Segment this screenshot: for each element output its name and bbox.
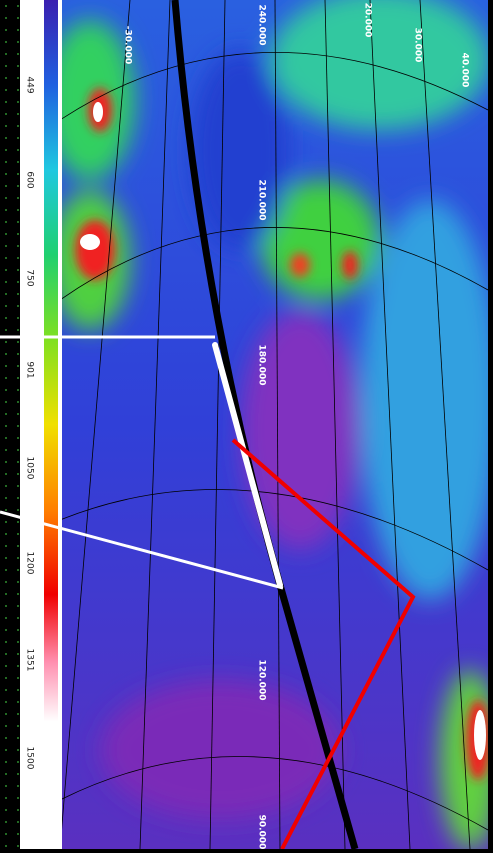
dec-label: 40.000 (460, 53, 470, 88)
ra-label: 210.000 (257, 180, 267, 221)
page: 449 600 750 901 1050 1200 1351 1500 240.… (0, 0, 493, 849)
colorbar-tick-label: 449 (25, 76, 35, 93)
ra-label: 180.000 (257, 345, 267, 386)
ra-label: 240.000 (257, 5, 267, 46)
colorbar-tick-label: 750 (25, 269, 35, 286)
colorbar-tick-label: 1351 (25, 649, 35, 672)
dec-label: 30.000 (413, 28, 423, 63)
colorbar-tick-label: 600 (25, 171, 35, 188)
dec-label: 20.000 (363, 3, 373, 38)
colorbar-tick-label: 1050 (25, 457, 35, 480)
colorbar-tick-label: 1500 (25, 747, 35, 770)
dot-strip (488, 0, 493, 849)
ra-label: 120.000 (257, 660, 267, 701)
colorbar-tick-label: 901 (25, 361, 35, 378)
map-image (45, 0, 493, 849)
sky-map: 449 600 750 901 1050 1200 1351 1500 240.… (0, 0, 493, 849)
ra-label: 90.000 (257, 815, 267, 849)
dec-label: -30.000 (123, 26, 133, 64)
colorbar (44, 0, 58, 849)
colorbar-tick-label: 1200 (25, 552, 35, 575)
